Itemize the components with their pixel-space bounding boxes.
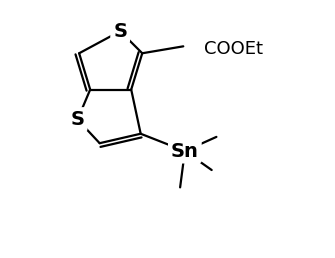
Text: S: S xyxy=(113,22,127,41)
Text: COOEt: COOEt xyxy=(204,39,263,58)
Text: S: S xyxy=(71,110,84,129)
Text: Sn: Sn xyxy=(171,142,199,160)
